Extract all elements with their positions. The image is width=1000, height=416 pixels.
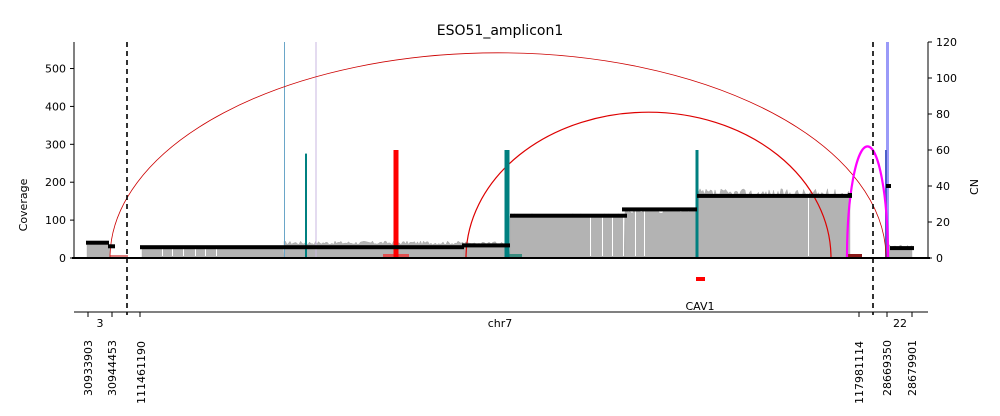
coverage-gap — [172, 42, 173, 256]
y-tick-label-right: 20 — [936, 216, 950, 229]
coverage-gap — [623, 42, 624, 256]
y-tick-label-right: 0 — [936, 252, 943, 265]
y-tick-label-left: 200 — [45, 176, 66, 189]
cn-segment — [140, 245, 464, 250]
pos-label-30933903: 30933903 — [82, 340, 95, 396]
y-tick-label-right: 80 — [936, 108, 950, 121]
coverage-gap — [216, 42, 217, 256]
gene-label-cav1: CAV1 — [685, 300, 714, 313]
baseline-feature — [507, 254, 522, 258]
gene-track: CAV1 — [685, 277, 715, 313]
y-tick-label-right: 60 — [936, 144, 950, 157]
coverage-gap — [635, 42, 636, 256]
coverage-block — [283, 240, 465, 259]
chrom-label-3: 3 — [97, 317, 104, 330]
coverage-gap — [612, 42, 613, 256]
coverage-gap — [195, 42, 196, 256]
cn-segment — [108, 244, 115, 249]
y-tick-label-left: 100 — [45, 214, 66, 227]
cn-segment — [886, 184, 891, 188]
pos-label-117981114: 117981114 — [853, 341, 866, 404]
chrom-label-chr7: chr7 — [488, 317, 513, 330]
chrom-label-22: 22 — [893, 317, 907, 330]
sv-arc — [845, 145, 890, 259]
y-tick-label-left: 500 — [45, 63, 66, 76]
baseline-feature — [110, 255, 128, 257]
breakpoint-marker — [393, 150, 399, 258]
right-axis: 0 20 40 60 80 100 120 CN — [927, 36, 981, 265]
coverage-gap — [590, 42, 591, 256]
y-axis-label-left: Coverage — [17, 178, 30, 231]
cn-segment — [622, 207, 697, 212]
pos-label-30944453: 30944453 — [106, 340, 119, 396]
baseline-feature — [848, 254, 862, 258]
y-tick-label-left: 0 — [59, 252, 66, 265]
chart-title: ESO51_amplicon1 — [437, 23, 564, 39]
y-tick-label-right: 120 — [936, 36, 957, 49]
sv-arc — [465, 111, 832, 259]
sv-arc — [109, 52, 887, 259]
coverage-area — [86, 42, 913, 259]
coverage-gap — [162, 42, 163, 256]
coverage-spike — [886, 42, 889, 258]
cn-segment — [86, 240, 109, 245]
y-axis-label-right: CN — [968, 179, 981, 195]
breakpoint-markers — [305, 150, 699, 258]
pos-label-111461190: 111461190 — [135, 341, 148, 404]
cn-segment — [462, 243, 510, 248]
coverage-gap — [644, 42, 645, 256]
pos-label-28669350: 28669350 — [881, 340, 894, 396]
coverage-gap — [602, 42, 603, 256]
pos-label-28679901: 28679901 — [906, 340, 919, 396]
coverage-block — [86, 243, 111, 259]
coverage-gap — [808, 42, 809, 256]
breakpoint-marker — [305, 153, 307, 258]
left-axis: 0 100 200 300 400 500 Coverage — [17, 42, 75, 265]
y-tick-label-left: 400 — [45, 100, 66, 113]
cn-segment — [510, 213, 627, 218]
breakpoint-marker — [695, 150, 699, 258]
copy-number-segments — [86, 184, 914, 251]
cn-segment — [848, 193, 852, 197]
coverage-block — [696, 188, 851, 259]
y-tick-label-left: 300 — [45, 138, 66, 151]
y-tick-label-right: 100 — [936, 72, 957, 85]
gene-cav1-mark — [696, 277, 705, 281]
y-tick-label-right: 40 — [936, 180, 950, 193]
genomic-axis: 3 chr7 22 30933903 30944453 111461190 11… — [74, 311, 928, 404]
cn-segment — [890, 246, 914, 251]
breakpoint-marker — [504, 150, 510, 258]
cn-segment — [697, 193, 852, 198]
coverage-gap — [183, 42, 184, 256]
structural-variant-arcs — [109, 52, 890, 259]
coverage-gap — [205, 42, 206, 256]
coverage-block — [509, 213, 626, 259]
